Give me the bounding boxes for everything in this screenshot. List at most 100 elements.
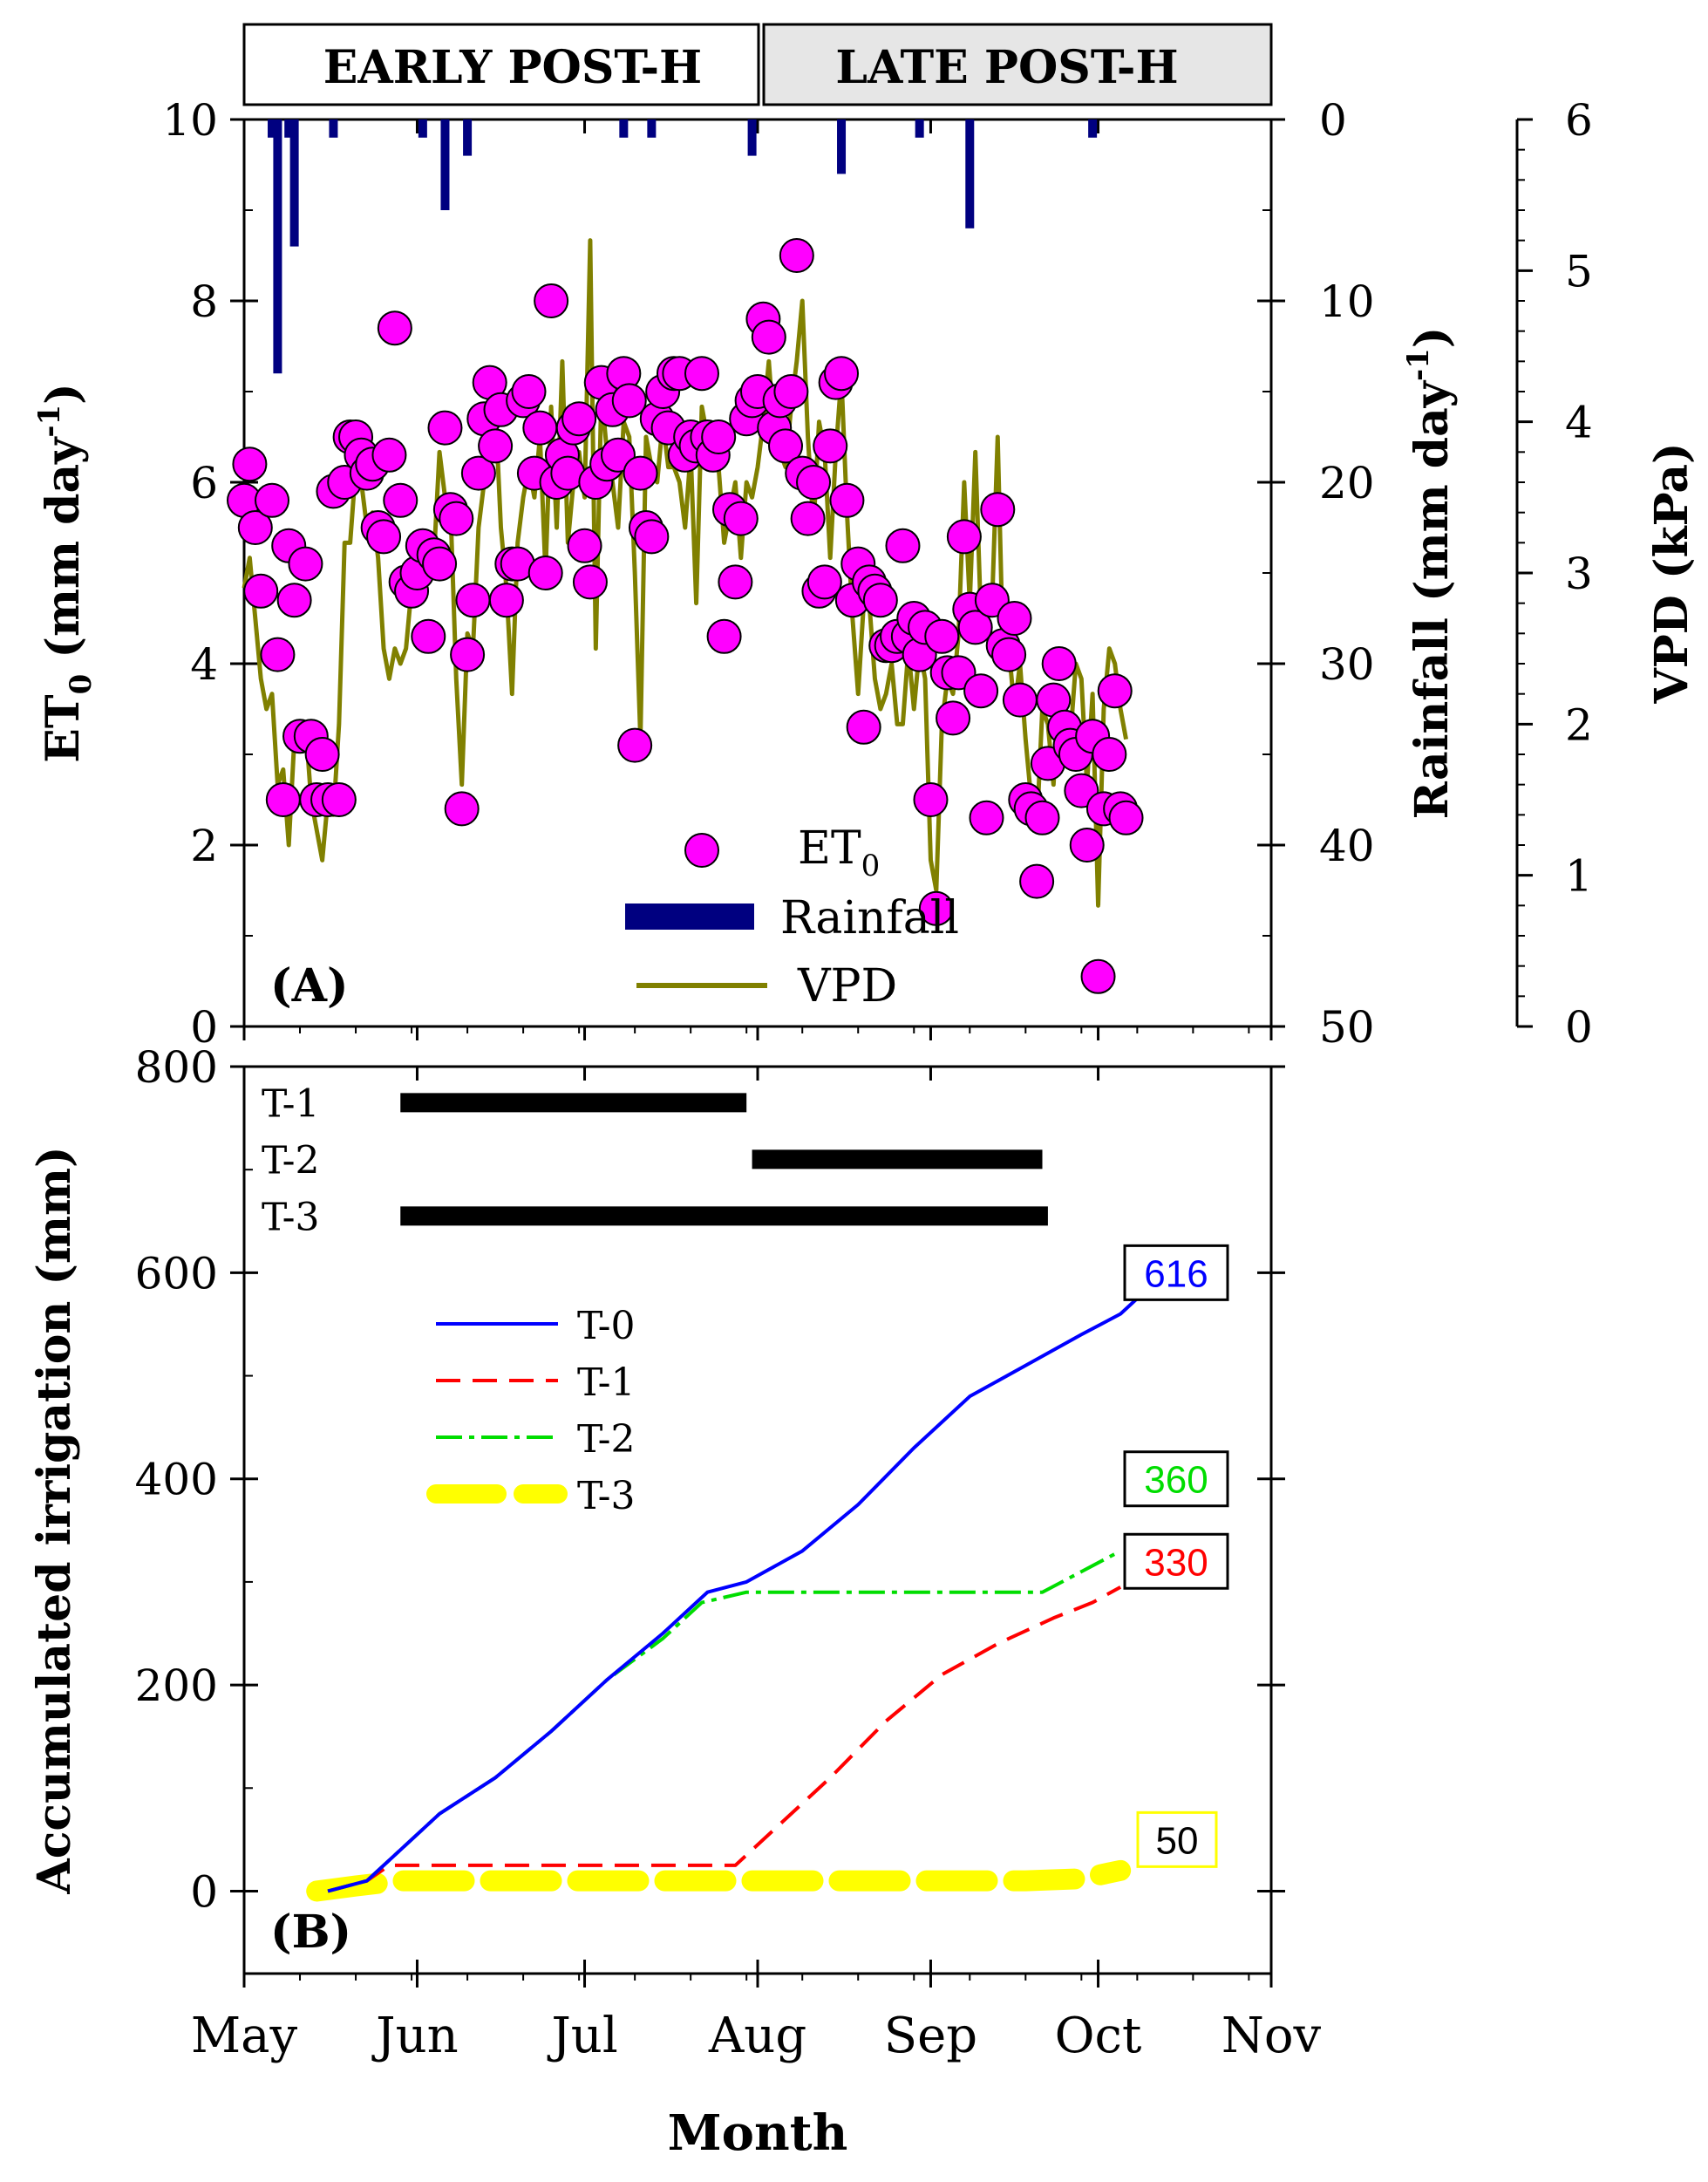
et0-point xyxy=(957,610,993,645)
et0-tick-label: 4 xyxy=(190,639,218,690)
panel-b-ticks: 0 200 400 600 800 May Jun Jul Aug Sep Oct Nov xyxy=(135,1042,1322,2064)
rainfall-tick-label: 50 xyxy=(1319,1002,1375,1053)
early-period-box xyxy=(242,23,760,106)
legend-t3-label: T-3 xyxy=(577,1474,636,1518)
et0-point xyxy=(684,356,719,392)
et0-point xyxy=(1002,682,1038,718)
et0-point xyxy=(1092,737,1127,772)
rainfall-bar xyxy=(440,119,450,210)
irrigation-lines xyxy=(306,1281,1155,1902)
period-header: EARLY POST-H LATE POST-H xyxy=(242,23,1273,106)
et0-point xyxy=(422,546,458,582)
et0-point xyxy=(522,410,558,446)
et0-point xyxy=(946,519,982,555)
end-label-value: 616 xyxy=(1144,1252,1208,1295)
et0-point xyxy=(706,618,742,654)
legend-et0-sub: 0 xyxy=(861,849,881,883)
vpd-tick-label: 6 xyxy=(1565,95,1593,146)
et0-point xyxy=(924,618,960,654)
et0-point xyxy=(478,428,514,464)
irrigation-line-t-1 xyxy=(327,1585,1122,1893)
treatment-bar-label: T-3 xyxy=(262,1195,320,1239)
panel-a-legend: ET0 Rainfall VPD xyxy=(625,822,959,1013)
et0-axis-sub: 0 xyxy=(64,674,99,695)
et0-point xyxy=(567,528,602,563)
et0-point xyxy=(411,618,446,654)
et0-point xyxy=(366,519,402,555)
panel-a-ticks: 0 2 4 6 8 10 0 10 20 30 40 50 xyxy=(162,95,1374,1053)
et0-point xyxy=(243,573,279,609)
rainfall-tick-label: 20 xyxy=(1319,458,1375,508)
et0-point xyxy=(232,447,268,482)
end-label-box xyxy=(1123,1532,1229,1590)
et0-axis-tail: (mm day xyxy=(37,436,90,674)
et0-point xyxy=(321,782,357,817)
rainfall-bars xyxy=(268,119,1098,374)
et0-axis-label: ET0 (mm day-1) xyxy=(32,383,99,763)
legend-rainfall-label: Rainfall xyxy=(780,892,959,944)
month-tick-label: Sep xyxy=(884,2008,977,2064)
et0-tick-label: 10 xyxy=(162,95,218,146)
rainfall-axis-main: Rainfall (mm day xyxy=(1405,379,1459,819)
et0-point xyxy=(829,482,865,518)
et0-point xyxy=(723,501,759,536)
et0-point xyxy=(572,564,608,600)
end-label-box xyxy=(1136,1810,1218,1868)
irrigation-axis-label: Accumulated irrigation (mm) xyxy=(28,1146,81,1894)
et0-point xyxy=(701,419,737,454)
et0-point xyxy=(1080,958,1116,994)
treatment-bar-label: T-1 xyxy=(262,1081,320,1126)
rainfall-bar xyxy=(289,119,299,247)
irrigation-line-t-0 xyxy=(327,1281,1155,1893)
et0-tick-label: 0 xyxy=(190,1002,218,1053)
end-label-value: 50 xyxy=(1156,1819,1199,1862)
end-label-box xyxy=(1123,1244,1229,1301)
et0-point xyxy=(718,564,753,600)
treatment-bar xyxy=(752,1149,1043,1169)
rainfall-bar xyxy=(463,119,473,156)
et0-point xyxy=(790,501,826,536)
rainfall-tick-label: 0 xyxy=(1319,95,1347,146)
et0-point xyxy=(991,637,1027,672)
late-period-box xyxy=(762,23,1273,106)
et0-tick-label: 8 xyxy=(190,276,218,327)
rainfall-tick-label: 10 xyxy=(1319,276,1375,327)
irrigation-tick-label: 600 xyxy=(135,1248,218,1299)
rainfall-axis-sup: -1 xyxy=(1401,348,1436,381)
et0-points xyxy=(227,238,1144,994)
et0-point xyxy=(237,510,273,545)
vpd-tick-label: 4 xyxy=(1565,398,1593,448)
rainfall-bar xyxy=(915,119,924,138)
et0-point xyxy=(773,374,809,409)
panel-a-label: (A) xyxy=(270,959,349,1013)
et0-point xyxy=(460,455,496,491)
et0-point xyxy=(963,673,999,709)
end-labels: 616 360 330 50 xyxy=(1123,1244,1229,1868)
et0-point xyxy=(796,465,832,500)
et0-point xyxy=(1069,828,1105,863)
panel-b-label: (B) xyxy=(270,1906,351,1959)
et0-point xyxy=(885,528,921,563)
irrigation-line-t-3 xyxy=(306,1859,1132,1902)
et0-point xyxy=(779,238,814,273)
rainfall-bar xyxy=(418,119,427,138)
rainfall-tick-label: 30 xyxy=(1319,639,1375,690)
treatment-bar xyxy=(400,1093,747,1113)
x-axis-title: Month xyxy=(668,2104,848,2162)
et0-point xyxy=(806,564,842,600)
vpd-tick-label: 5 xyxy=(1565,246,1593,297)
et0-point xyxy=(1024,800,1060,835)
vpd-series xyxy=(242,238,1129,908)
late-period-label: LATE POST-H xyxy=(835,41,1178,94)
end-label-value: 330 xyxy=(1144,1541,1208,1584)
rainfall-bar xyxy=(1088,119,1098,138)
et0-point xyxy=(255,482,290,518)
et0-point xyxy=(260,637,296,672)
panel-b-frame xyxy=(242,1065,1273,1975)
panel-b-legend: T-0 T-1 T-2 T-3 xyxy=(426,1304,636,1518)
et0-point xyxy=(444,791,480,827)
et0-point xyxy=(611,383,647,419)
et0-point xyxy=(304,737,340,772)
